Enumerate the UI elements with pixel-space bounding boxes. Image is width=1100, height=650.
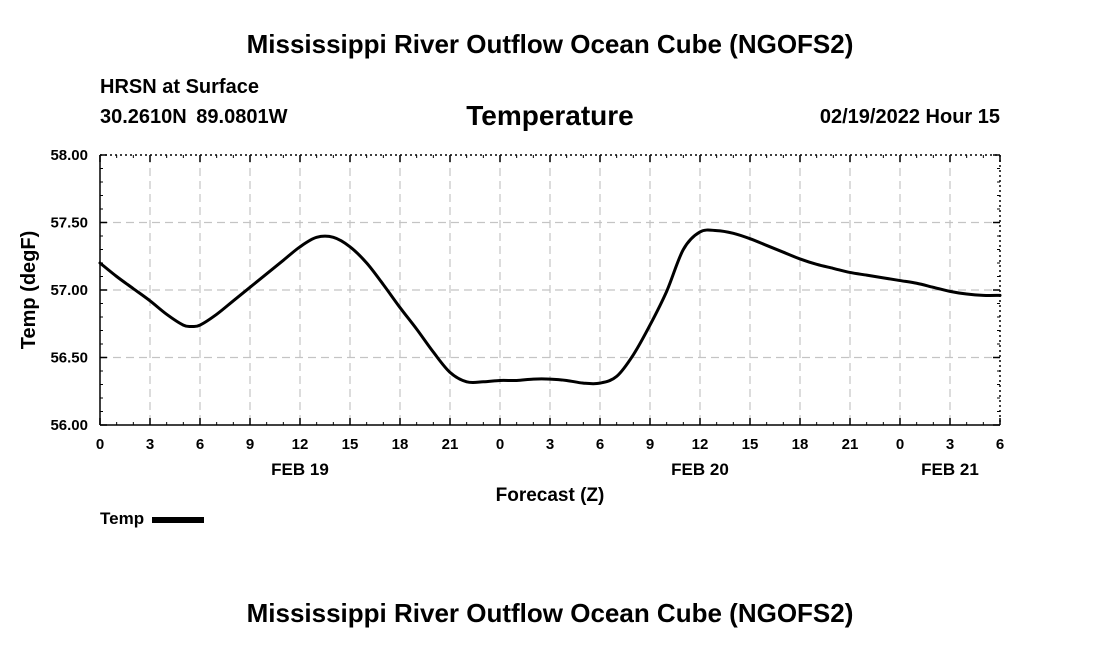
legend-line-swatch [152,517,205,523]
x-tick-label: 18 [392,436,409,453]
x-tick-label: 3 [546,436,554,453]
x-tick-label: 3 [146,436,154,453]
y-tick-label: 56.50 [50,350,88,367]
chart-title: Mississippi River Outflow Ocean Cube (NG… [246,29,854,59]
x-tick-label: 9 [646,436,654,453]
x-tick-label: 9 [246,436,254,453]
x-axis-title: Forecast (Z) [496,485,605,506]
x-tick-label: 21 [442,436,459,453]
x-tick-label: 6 [196,436,204,453]
legend-label: Temp [100,509,145,528]
parameter-title: Temperature [466,100,634,131]
x-tick-label: 3 [946,436,954,453]
x-tick-label: 12 [692,436,709,453]
series-line-temp [98,228,1002,386]
y-tick-label: 58.00 [50,147,88,164]
x-tick-label: 0 [896,436,904,453]
x-tick-label: 0 [496,436,504,453]
y-tick-label: 56.00 [50,417,88,434]
x-tick-label: 15 [342,436,359,453]
x-tick-label: 21 [842,436,859,453]
date-label: FEB 20 [671,460,729,479]
datetime-label: 02/19/2022 Hour 15 [819,106,1000,128]
coordinates-label: 30.2610N 89.0801W [100,106,288,128]
x-tick-label: 0 [96,436,104,453]
y-tick-label: 57.50 [50,215,88,232]
x-tick-label: 18 [792,436,809,453]
x-tick-label: 6 [996,436,1004,453]
footer-title: Mississippi River Outflow Ocean Cube (NG… [246,598,854,628]
x-tick-label: 15 [742,436,759,453]
x-tick-label: 6 [596,436,604,453]
station-label: HRSN at Surface [100,76,259,98]
legend: Temp [100,509,205,529]
y-axis-title: Temp (degF) [18,231,40,350]
date-label: FEB 19 [271,460,329,479]
x-tick-label: 12 [292,436,309,453]
date-label: FEB 21 [921,460,979,479]
y-tick-label: 57.00 [50,282,88,299]
